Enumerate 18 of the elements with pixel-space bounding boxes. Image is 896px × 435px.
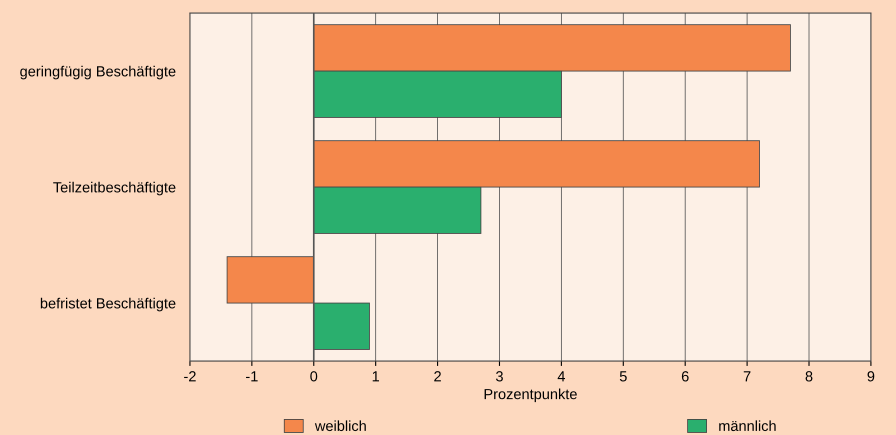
x-tick-label: 3: [496, 371, 503, 382]
y-tick-label: Teilzeitbeschäftigte: [53, 182, 176, 196]
x-tick-label: 8: [806, 371, 812, 382]
x-tick-label: 7: [744, 371, 750, 382]
legend-label: weiblich: [314, 420, 366, 432]
x-axis-title: Prozentpunkte: [484, 388, 577, 402]
x-tick-label: 2: [434, 371, 441, 382]
x-tick-label: 5: [620, 371, 627, 382]
y-tick-label: befristet Beschäftigte: [40, 298, 176, 312]
x-tick-label: 4: [558, 371, 566, 382]
x-tick-label: 9: [868, 371, 874, 382]
x-tick-label: -1: [246, 371, 258, 382]
x-tick-label: -2: [184, 371, 196, 382]
legend-label: männlich: [719, 420, 776, 432]
x-tick-label: 6: [682, 371, 689, 382]
x-tick-label: 1: [372, 371, 380, 382]
y-tick-label: geringfügig Beschäftigte: [20, 66, 176, 80]
x-tick-label: 0: [310, 371, 318, 382]
